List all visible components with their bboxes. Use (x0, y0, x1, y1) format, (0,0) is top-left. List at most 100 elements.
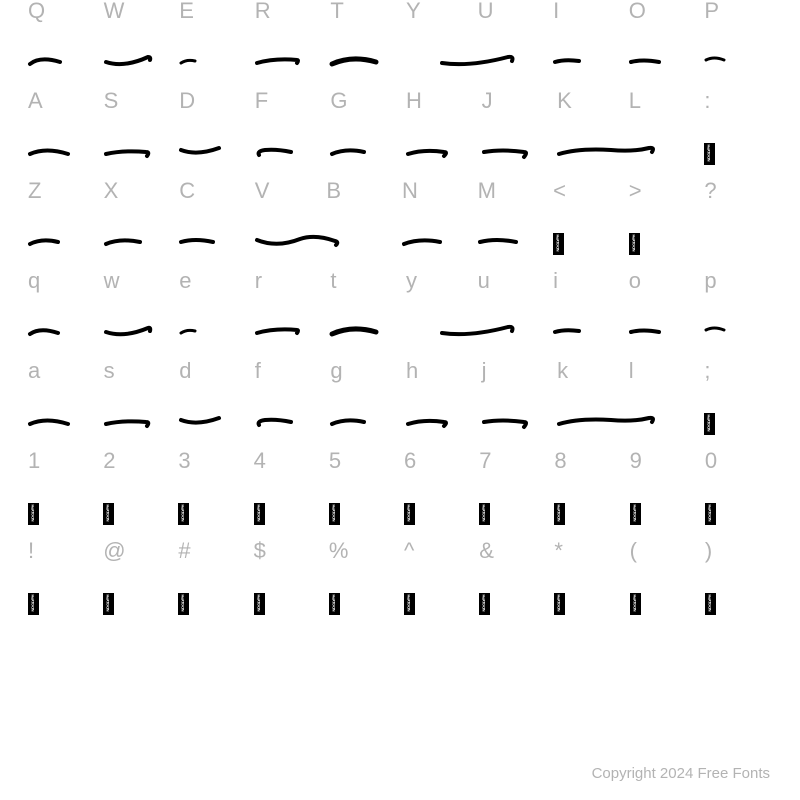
glyph-slot (254, 494, 325, 534)
char-cell: $ (250, 540, 325, 630)
glyph-slot (478, 224, 550, 264)
swash-glyph (179, 54, 199, 74)
char-cell: ) (701, 540, 776, 630)
char-cell: 2 (99, 450, 174, 540)
char-cell: 8 (550, 450, 625, 540)
no-glyph-marker (254, 593, 265, 615)
char-label: > (629, 180, 701, 208)
glyph-slot (178, 584, 249, 624)
char-cell: ( (626, 540, 701, 630)
character-map-grid: QWERTYUIOPASDFGHJKL:ZXCVBNM<>?qwertyuiop… (0, 0, 800, 630)
swash-glyph (28, 144, 72, 164)
swash-glyph (482, 144, 530, 164)
copyright-footer: Copyright 2024 Free Fonts (592, 765, 770, 782)
char-label: X (104, 180, 176, 208)
char-row: QWERTYUIOP (10, 0, 790, 90)
glyph-slot (557, 404, 700, 444)
char-label: O (629, 0, 701, 28)
char-label: o (629, 270, 701, 298)
char-cell: yu (402, 270, 549, 360)
char-label: W (104, 0, 176, 28)
no-glyph-marker (178, 593, 189, 615)
char-cell: M (474, 180, 550, 270)
no-glyph-marker (28, 503, 39, 525)
swash-glyph (330, 324, 380, 344)
glyph-slot (255, 404, 327, 444)
char-cell: KL (553, 90, 700, 180)
no-glyph-marker (178, 503, 189, 525)
char-row: !@#$%^&*() (10, 540, 790, 630)
glyph-slot (330, 314, 402, 354)
char-cell: % (325, 540, 400, 630)
swash-glyph (255, 324, 301, 344)
char-label: & (479, 540, 550, 568)
char-label: 3 (178, 450, 249, 478)
swash-glyph (255, 54, 301, 74)
char-label: ? (704, 180, 776, 208)
char-label: 8 (554, 450, 625, 478)
char-cell: 1 (24, 450, 99, 540)
no-glyph-marker (554, 593, 565, 615)
char-label: B (326, 180, 398, 208)
glyph-slot (178, 494, 249, 534)
char-label: h (406, 360, 478, 388)
glyph-slot (28, 494, 99, 534)
glyph-slot (179, 314, 251, 354)
char-cell: ; (700, 360, 776, 450)
char-label: ) (705, 540, 776, 568)
glyph-slot (103, 494, 174, 534)
char-label: T (330, 0, 402, 28)
char-label: F (255, 90, 327, 118)
char-label: C (179, 180, 251, 208)
char-label: ! (28, 540, 99, 568)
char-cell: > (625, 180, 701, 270)
char-row: ZXCVBNM<>? (10, 180, 790, 270)
char-label: i (553, 270, 625, 298)
swash-glyph (28, 414, 72, 434)
char-cell: I (549, 0, 625, 90)
glyph-slot (330, 44, 402, 84)
char-label: V (255, 180, 327, 208)
char-cell: e (175, 270, 251, 360)
char-label: d (179, 360, 251, 388)
glyph-slot (28, 134, 100, 174)
glyph-slot (704, 314, 776, 354)
glyph-slot (406, 44, 549, 84)
no-glyph-marker (705, 593, 716, 615)
char-label: 1 (28, 450, 99, 478)
char-cell: @ (99, 540, 174, 630)
glyph-slot (482, 134, 554, 174)
glyph-slot (553, 44, 625, 84)
char-row: 1234567890 (10, 450, 790, 540)
char-cell: N (398, 180, 474, 270)
char-label: P (704, 0, 776, 28)
glyph-slot (404, 494, 475, 534)
no-glyph-marker (630, 503, 641, 525)
char-cell: O (625, 0, 701, 90)
swash-glyph (104, 54, 152, 74)
swash-glyph (255, 144, 295, 164)
char-cell: W (100, 0, 176, 90)
glyph-slot (479, 494, 550, 534)
swash-glyph (104, 144, 152, 164)
char-cell: s (100, 360, 176, 450)
char-label: 6 (404, 450, 475, 478)
glyph-slot (629, 224, 701, 264)
char-label: L (629, 90, 701, 118)
char-cell: kl (553, 360, 700, 450)
char-cell: a (24, 360, 100, 450)
char-cell: i (549, 270, 625, 360)
glyph-slot (705, 494, 776, 534)
char-cell: 7 (475, 450, 550, 540)
glyph-slot (329, 494, 400, 534)
swash-glyph (704, 324, 728, 344)
char-cell: ! (24, 540, 99, 630)
char-row: ASDFGHJKL: (10, 90, 790, 180)
char-label: N (402, 180, 474, 208)
char-cell: : (700, 90, 776, 180)
swash-glyph (629, 54, 663, 74)
char-label: f (255, 360, 327, 388)
glyph-slot (28, 584, 99, 624)
swash-glyph (28, 54, 64, 74)
char-cell: t (326, 270, 402, 360)
